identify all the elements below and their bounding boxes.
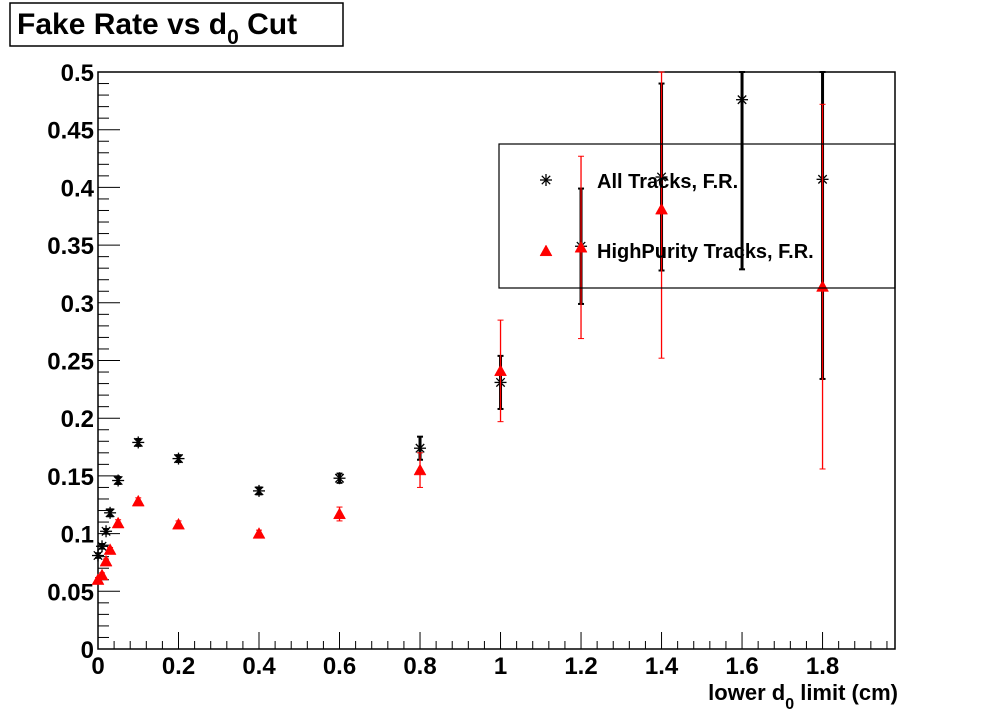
plot-frame [97,71,896,650]
data-point [95,568,109,581]
data-point [494,364,507,376]
x-tick-label: 1.2 [564,653,597,680]
legend-marker [540,174,552,186]
x-tick-label: 1.4 [645,653,679,680]
data-point [99,554,113,567]
x-tick-label: 1.8 [806,653,839,680]
legend-label: HighPurity Tracks, F.R. [597,241,814,263]
data-point [104,506,117,519]
y-tick-label: 0.1 [61,522,94,549]
chart-title-box: Fake Rate vs d0 Cut [9,2,344,49]
x-tick-label: 0.8 [403,653,436,680]
series-layer [91,71,829,585]
data-point [333,507,346,520]
y-tick-label: 0.4 [61,175,95,202]
series-all-tracks [92,71,829,562]
data-point [172,517,185,530]
data-point [92,549,104,562]
x-axis: 0 0.2 0.4 0.6 0.8 1 1.2 1.4 1.6 1.8 [91,632,888,680]
data-point [333,472,346,485]
y-tick-label: 0.2 [61,406,94,433]
data-point [103,543,117,555]
data-point [574,240,588,253]
data-point [252,527,266,539]
data-point [736,93,749,106]
data-point [111,516,125,529]
x-tick-label: 0 [91,653,104,680]
x-tick-label: 0.2 [162,653,195,680]
data-point [172,452,185,465]
data-point [816,280,829,292]
legend-marker [539,244,553,257]
y-tick-label: 0.15 [47,464,94,491]
data-point [112,474,125,487]
chart-title: Fake Rate vs d0 Cut [17,8,297,49]
y-tick-label: 0.45 [47,118,94,145]
y-tick-label: 0.3 [61,291,94,318]
legend-label: All Tracks, F.R. [597,171,738,193]
data-point [655,202,668,215]
y-tick-label: 0.25 [47,349,94,376]
data-point [253,484,266,497]
data-point [414,442,427,455]
legend-frame [498,143,896,289]
x-tick-label: 0.4 [242,653,276,680]
data-point [413,463,427,476]
data-point [96,540,109,553]
y-tick-label: 0.05 [47,579,94,606]
y-axis: 0 0.05 0.1 0.15 0.2 0.25 0.3 0.35 0.4 0.45 0.5 [47,60,120,664]
x-tick-label: 1.6 [725,653,758,680]
data-point [131,494,145,507]
x-tick-label: 1 [494,653,507,680]
legend: All Tracks, F.R. HighPurity Tracks, F.R. [498,143,896,289]
x-axis-title: lower d0 limit (cm) [708,680,898,713]
series-highpurity-tracks [91,71,829,585]
chart-title-frame [9,2,344,47]
y-tick-label: 0.5 [61,60,94,87]
y-tick-label: 0.35 [47,233,94,260]
data-point [100,525,113,538]
x-tick-label: 0.6 [323,653,356,680]
data-point [132,436,145,449]
y-tick-label: 0 [81,637,94,664]
